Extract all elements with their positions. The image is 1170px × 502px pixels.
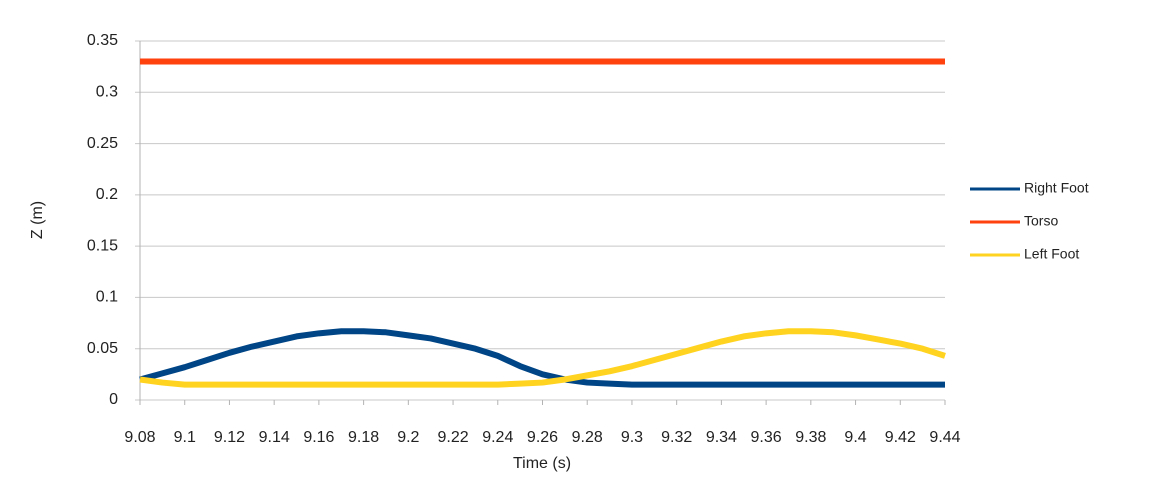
y-tick-label: 0.2 [96, 186, 118, 203]
y-tick-label: 0.25 [87, 135, 118, 152]
x-tick-label: 9.26 [527, 429, 558, 446]
x-tick-label: 9.1 [174, 429, 196, 446]
x-tick-label: 9.36 [751, 429, 782, 446]
x-tick-label: 9.16 [303, 429, 334, 446]
legend-label: Torso [1024, 213, 1058, 229]
x-tick-label: 9.14 [259, 429, 290, 446]
y-tick-label: 0.1 [96, 289, 118, 306]
x-tick-label: 9.4 [844, 429, 866, 446]
x-tick-label: 9.08 [124, 429, 155, 446]
x-tick-label: 9.12 [214, 429, 245, 446]
x-tick-label: 9.22 [437, 429, 468, 446]
x-tick-label: 9.32 [661, 429, 692, 446]
y-tick-label: 0.3 [96, 84, 118, 101]
x-tick-label: 9.18 [348, 429, 379, 446]
series-line [139, 328, 946, 388]
y-axis-label: Z (m) [29, 201, 46, 239]
legend-label: Right Foot [1024, 180, 1089, 196]
y-tick-label: 0.05 [87, 340, 118, 357]
x-tick-label: 9.24 [482, 429, 513, 446]
x-tick-label: 9.34 [706, 429, 737, 446]
y-tick-label: 0.15 [87, 237, 118, 254]
x-tick-label: 9.2 [397, 429, 419, 446]
x-tick-label: 9.3 [621, 429, 643, 446]
x-tick-label: 9.38 [795, 429, 826, 446]
x-axis-label: Time (s) [513, 455, 571, 472]
x-tick-label: 9.28 [572, 429, 603, 446]
y-tick-label: 0.35 [87, 32, 118, 49]
x-tick-label: 9.44 [929, 429, 960, 446]
legend-label: Left Foot [1024, 246, 1079, 262]
y-tick-label: 0 [109, 391, 118, 408]
x-tick-label: 9.42 [885, 429, 916, 446]
series-line [139, 328, 945, 388]
